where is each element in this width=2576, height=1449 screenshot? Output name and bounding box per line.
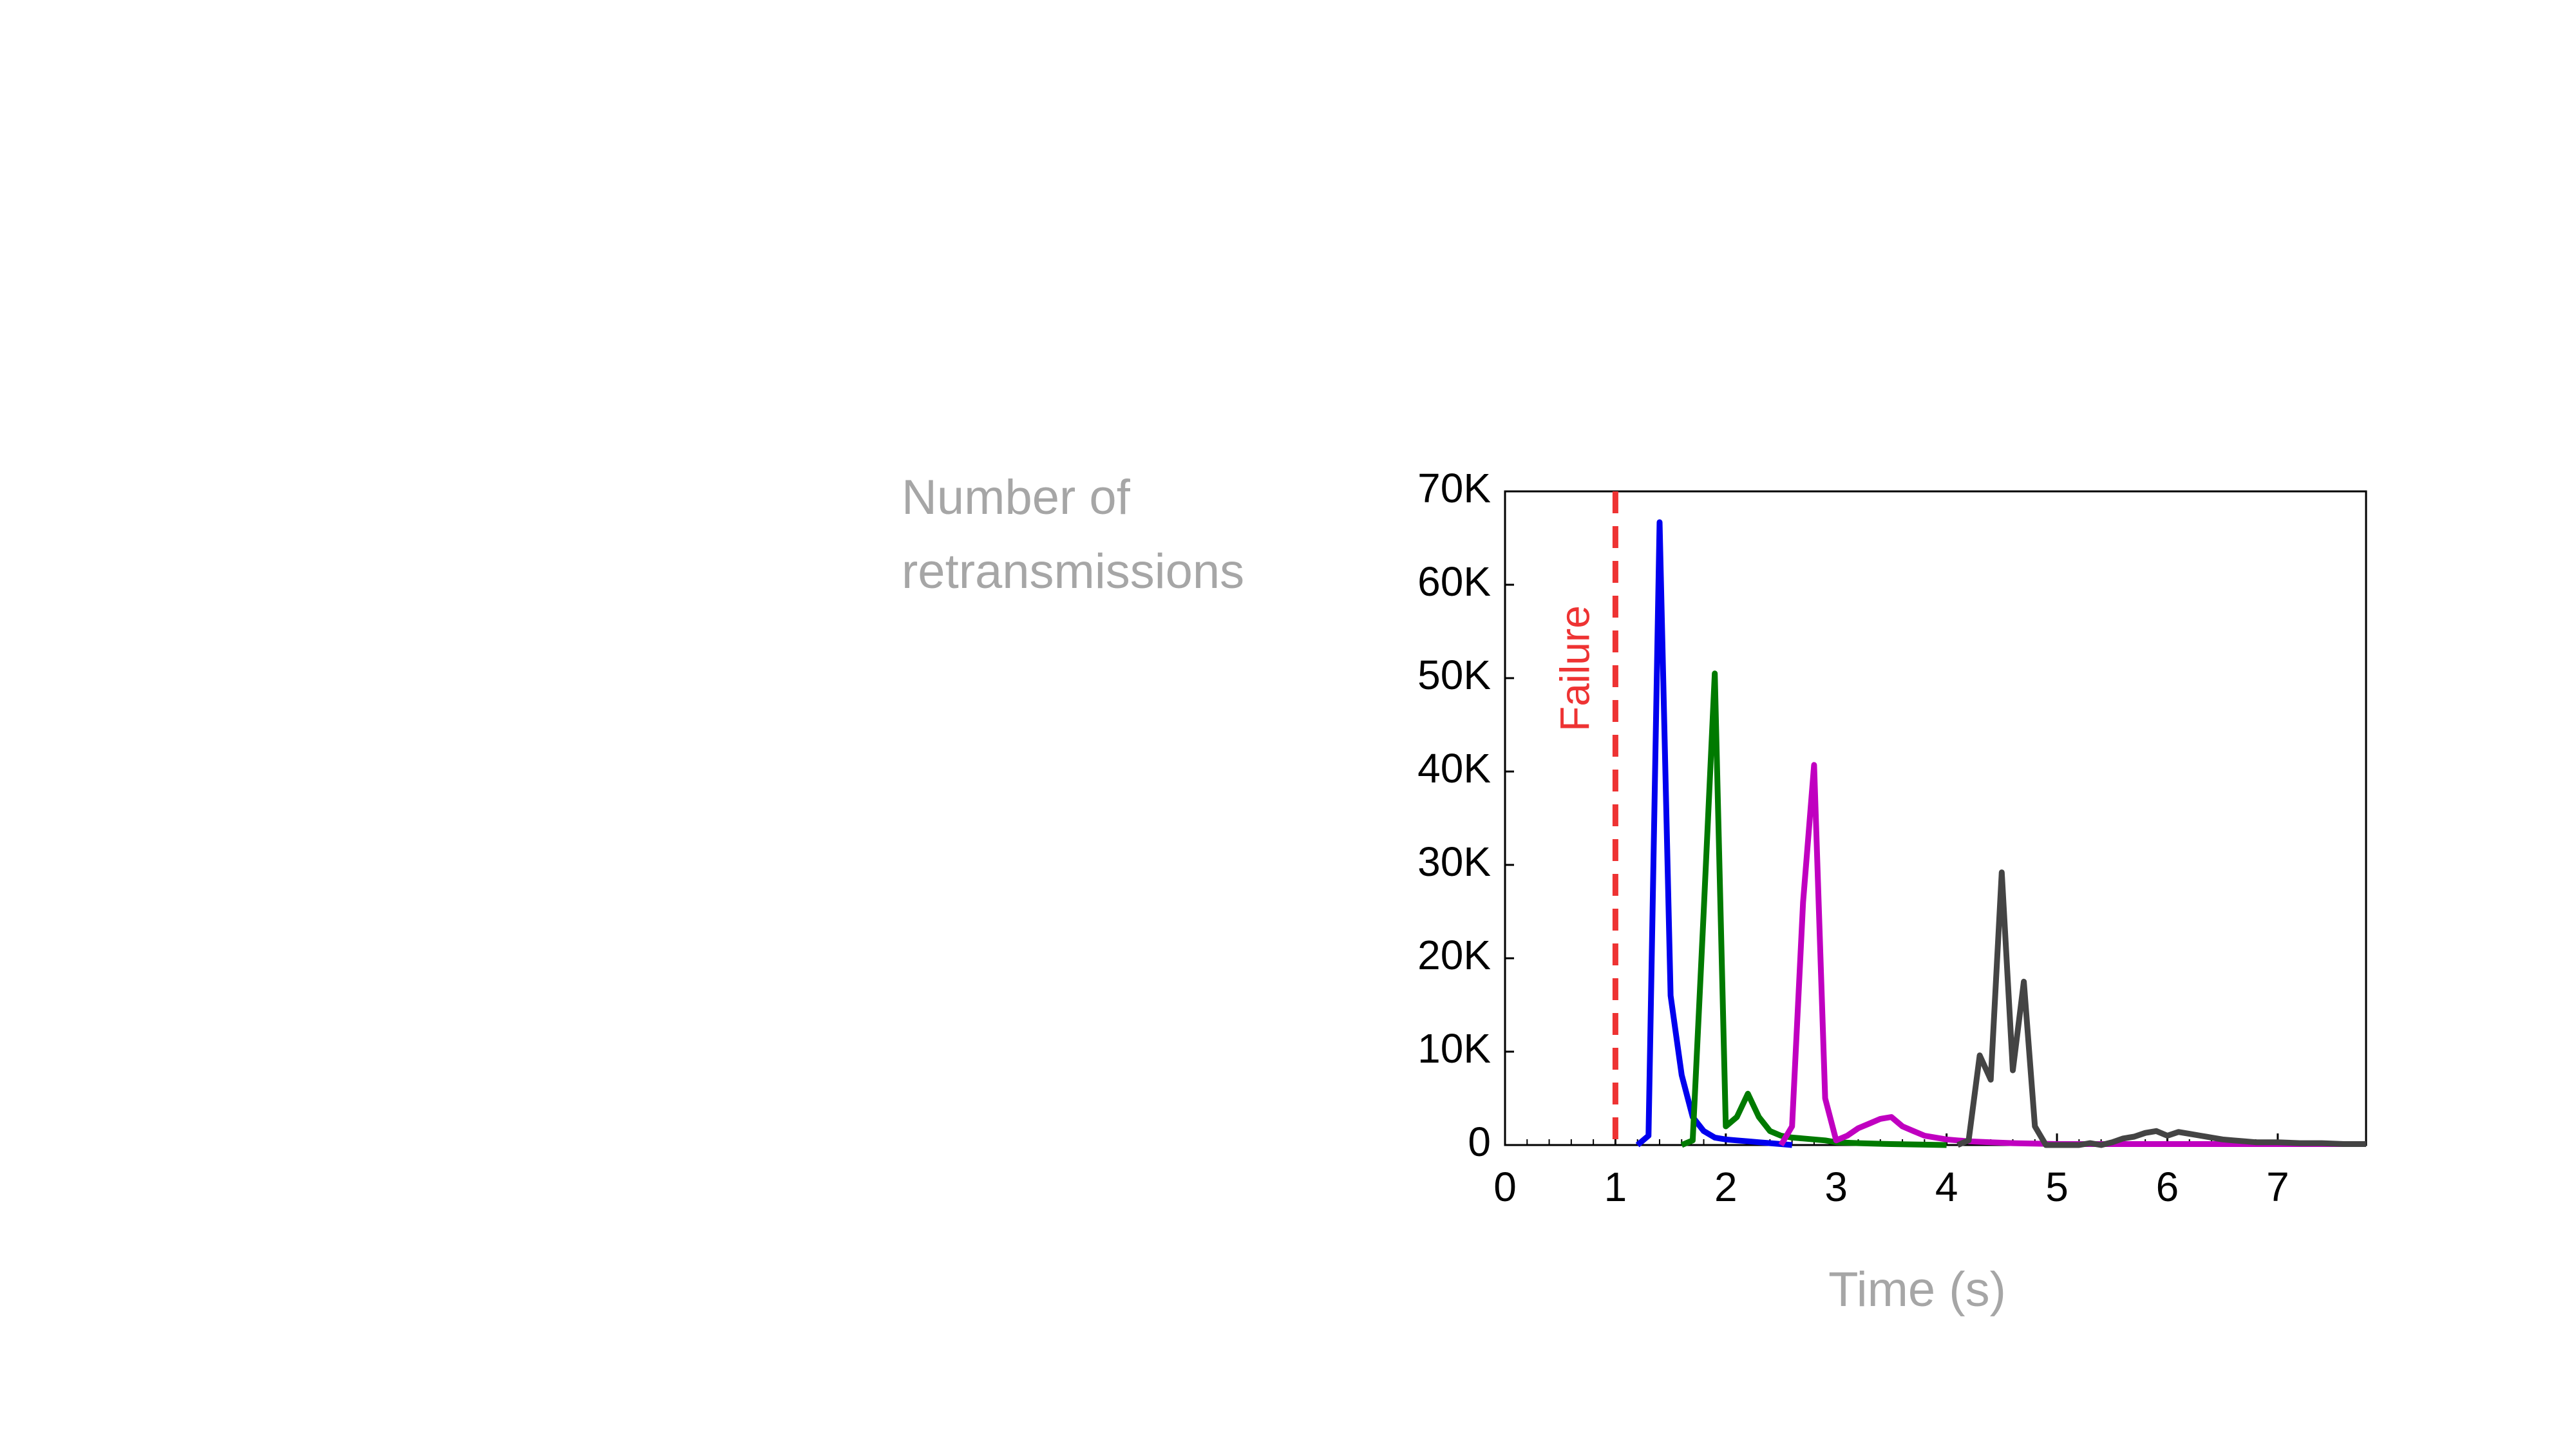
failure-label: Failure [1551,605,1598,732]
y-tick-label: 70K [1417,465,1491,511]
x-tick-label: 6 [2156,1164,2179,1210]
x-tick-label: 0 [1493,1164,1517,1210]
y-tick-label: 0 [1468,1119,1491,1165]
y-tick-label: 40K [1417,745,1491,791]
x-tick-label: 5 [2045,1164,2069,1210]
y-tick-label: 20K [1417,932,1491,978]
x-tick-label: 4 [1935,1164,1958,1210]
y-axis-label: Number of retransmissions [902,470,1245,599]
plot-frame [1504,490,2367,1146]
y-tick-label: 30K [1417,838,1491,885]
x-tick-label: 1 [1604,1164,1627,1210]
x-tick-label: 2 [1714,1164,1738,1210]
y-tick-label: 60K [1417,558,1491,605]
y-tick-label: 50K [1417,652,1491,698]
series-line [1680,670,1947,1148]
y-tick-label: 10K [1417,1025,1491,1072]
series-line [1778,762,2366,1147]
series-line [1956,869,2366,1148]
x-tick-label: 3 [1824,1164,1848,1210]
series-line [1635,519,1793,1148]
x-axis-label: Time (s) [1828,1262,2006,1317]
x-tick-label: 7 [2266,1164,2289,1210]
